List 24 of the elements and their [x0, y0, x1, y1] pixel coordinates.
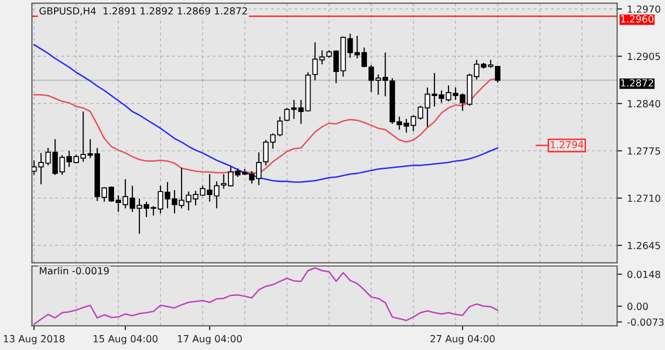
- x-tick-label: 15 Aug 04:00: [94, 335, 158, 344]
- y-tick-label: 1.2710: [628, 194, 660, 202]
- y-tick-label: 1.2905: [628, 52, 660, 60]
- line-series: [33, 44, 498, 183]
- x-tick-label: 27 Aug 04:00: [430, 335, 495, 344]
- x-tick-label: 13 Aug 2018: [4, 335, 64, 344]
- chart-title: Marlin -0.0019: [40, 266, 109, 274]
- candlestick: [298, 99, 304, 124]
- candlestick: [446, 84, 452, 102]
- candlestick: [438, 90, 444, 104]
- text: 1.2794: [550, 140, 584, 148]
- candlestick: [164, 182, 170, 209]
- y-tick-label: 1.2840: [628, 100, 660, 108]
- x-tick-label: 17 Aug 04:00: [178, 335, 242, 344]
- y-tick-label: 1.2645: [628, 242, 660, 250]
- y-tick-label: -0.0073: [627, 318, 664, 326]
- y-tick-label: 1.2970: [628, 5, 660, 13]
- ref-line-label: 1.2960: [621, 15, 654, 23]
- line-series: [33, 267, 498, 326]
- y-tick-label: 0.00: [627, 302, 648, 310]
- y-tick-label: 0.0148: [627, 270, 660, 278]
- chart-title: GBPUSD,H4 1.2891 1.2892 1.2869 1.2872: [39, 7, 247, 16]
- y-tick-label: 1.2775: [628, 147, 660, 155]
- ref-line-label: 1.2872: [621, 79, 654, 87]
